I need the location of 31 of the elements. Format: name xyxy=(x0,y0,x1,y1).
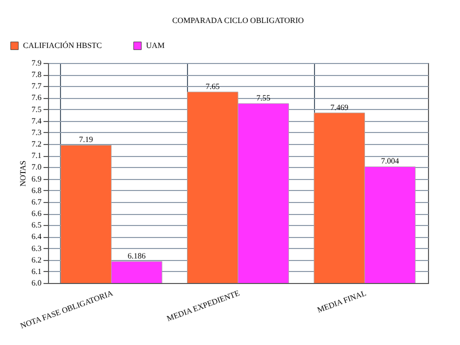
y-tick-label: 6.9 xyxy=(32,174,42,184)
y-tick-label: 7.8 xyxy=(32,70,42,80)
legend-label: UAM xyxy=(146,40,165,50)
y-tick-label: 6.1 xyxy=(32,266,42,276)
legend-label: CALIFIACIÓN HBSTC xyxy=(23,40,102,50)
y-tick-label: 7.9 xyxy=(32,58,42,68)
data-label: 7.65 xyxy=(206,82,220,91)
data-label: 7.19 xyxy=(79,135,93,144)
y-tick-label: 6.4 xyxy=(32,232,42,242)
y-tick-label: 7.2 xyxy=(32,140,42,149)
data-label: 7.55 xyxy=(256,94,270,103)
data-label: 7.004 xyxy=(381,156,399,166)
y-tick-label: 7.5 xyxy=(32,104,42,114)
x-tick-label: MEDIA FINAL xyxy=(316,288,368,315)
y-tick-label: 6.0 xyxy=(32,278,42,288)
y-tick-label: 6.8 xyxy=(32,186,42,195)
y-tick-label: 7.0 xyxy=(32,162,42,172)
y-tick-label: 7.3 xyxy=(32,128,42,137)
y-tick-label: 6.2 xyxy=(32,255,42,264)
data-label: 7.469 xyxy=(330,102,348,112)
y-axis-title: NOTAS xyxy=(18,160,28,187)
y-tick-label: 6.3 xyxy=(32,244,42,253)
chart-title: COMPARADA CICLO OBLIGATORIO xyxy=(172,16,304,25)
y-tick-label: 7.6 xyxy=(32,93,42,102)
y-tick-label: 6.6 xyxy=(32,209,42,218)
y-tick-label: 7.4 xyxy=(32,116,42,126)
y-tick-label: 7.1 xyxy=(32,151,42,160)
data-label: 6.186 xyxy=(128,251,146,260)
y-tick-label: 7.7 xyxy=(32,82,42,91)
y-tick-label: 6.7 xyxy=(32,197,42,206)
y-tick-label: 6.5 xyxy=(32,220,42,230)
